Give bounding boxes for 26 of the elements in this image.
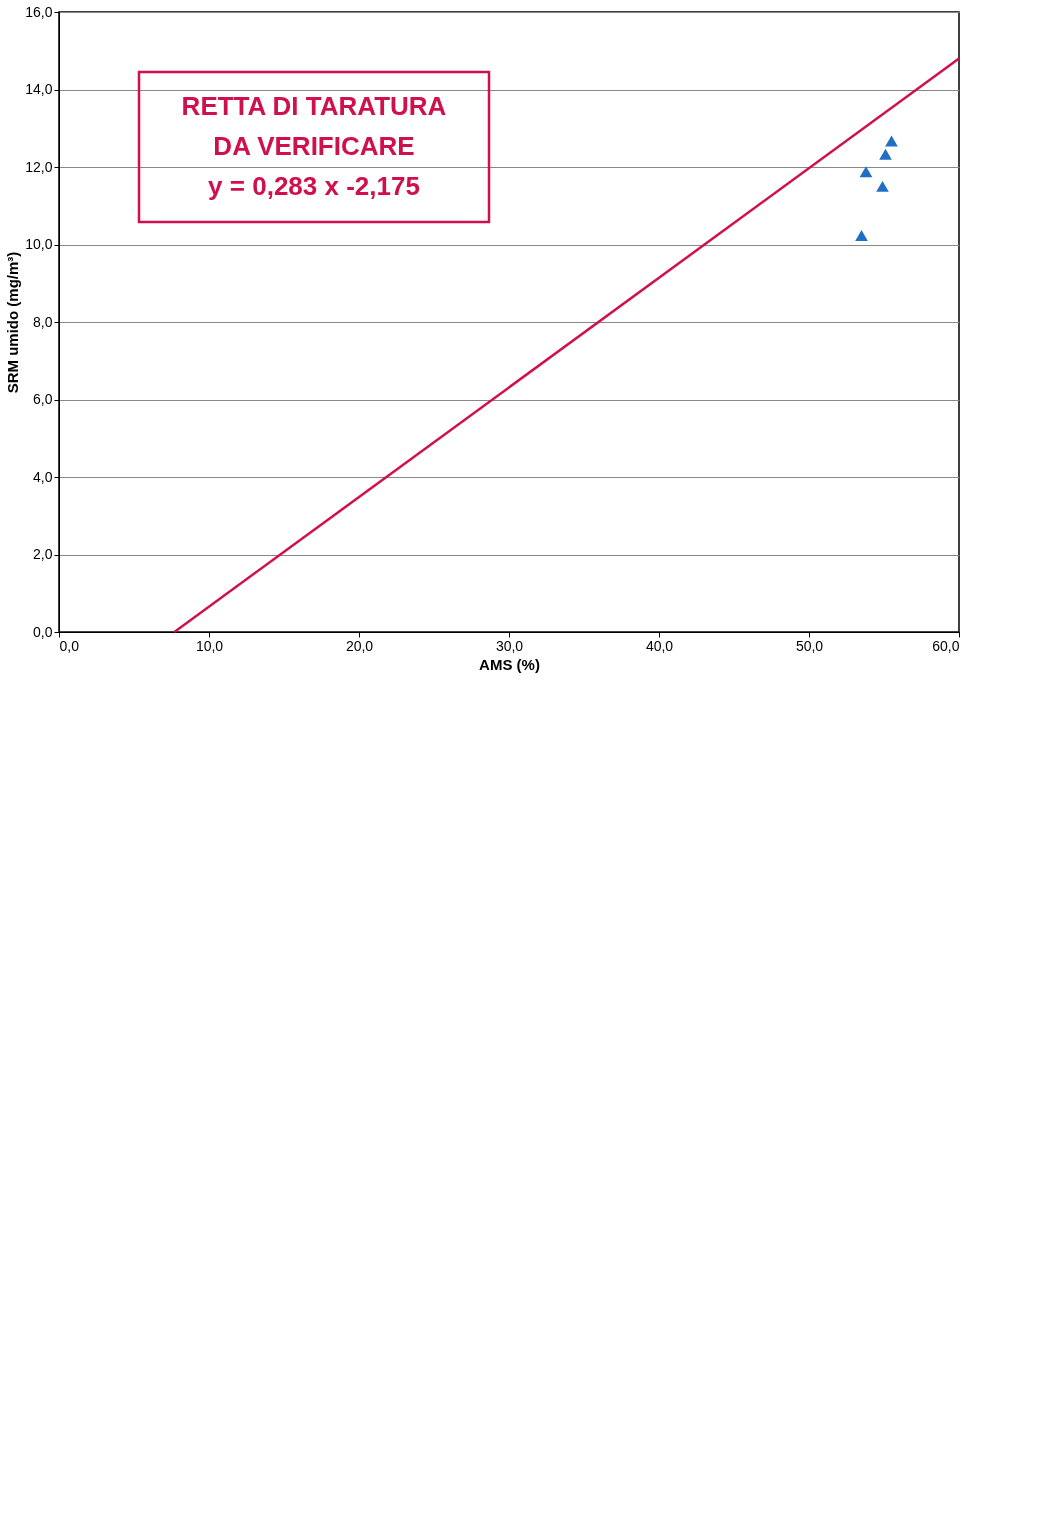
x-tick-label: 10,0: [195, 637, 224, 654]
y-tick-label: 0,0: [33, 623, 53, 640]
y-tick-label: 14,0: [25, 81, 53, 97]
annotation: y = 0,283 x -2,175: [208, 171, 420, 201]
annotation: DA VERIFICARE: [213, 131, 415, 161]
y-tick-label: 10,0: [25, 236, 53, 252]
point: [855, 230, 868, 242]
x-tick-label: 20,0: [345, 637, 374, 654]
point: [885, 135, 898, 147]
annotation: RETTA DI TARATURA: [181, 91, 447, 121]
x-tick-label: 50,0: [795, 637, 824, 654]
y-tick-label: 8,0: [33, 313, 53, 330]
y-tick-label: 2,0: [33, 546, 53, 562]
x-tick-label: 60,0: [932, 637, 960, 654]
y-axis-title: SRM umido (mg/m³): [4, 251, 22, 394]
x-tick-label: 30,0: [495, 637, 524, 654]
y-tick-label: 16,0: [25, 3, 53, 20]
x-tick-label: 0,0: [59, 637, 80, 654]
point: [876, 180, 889, 192]
y-tick-label: 4,0: [33, 468, 53, 485]
y-tick-label: 12,0: [25, 158, 53, 175]
x-axis-title: AMS (%): [479, 655, 540, 673]
x-tick-label: 40,0: [645, 637, 674, 654]
y-tick-label: 6,0: [33, 391, 53, 407]
point: [859, 166, 873, 178]
point: [879, 148, 892, 160]
